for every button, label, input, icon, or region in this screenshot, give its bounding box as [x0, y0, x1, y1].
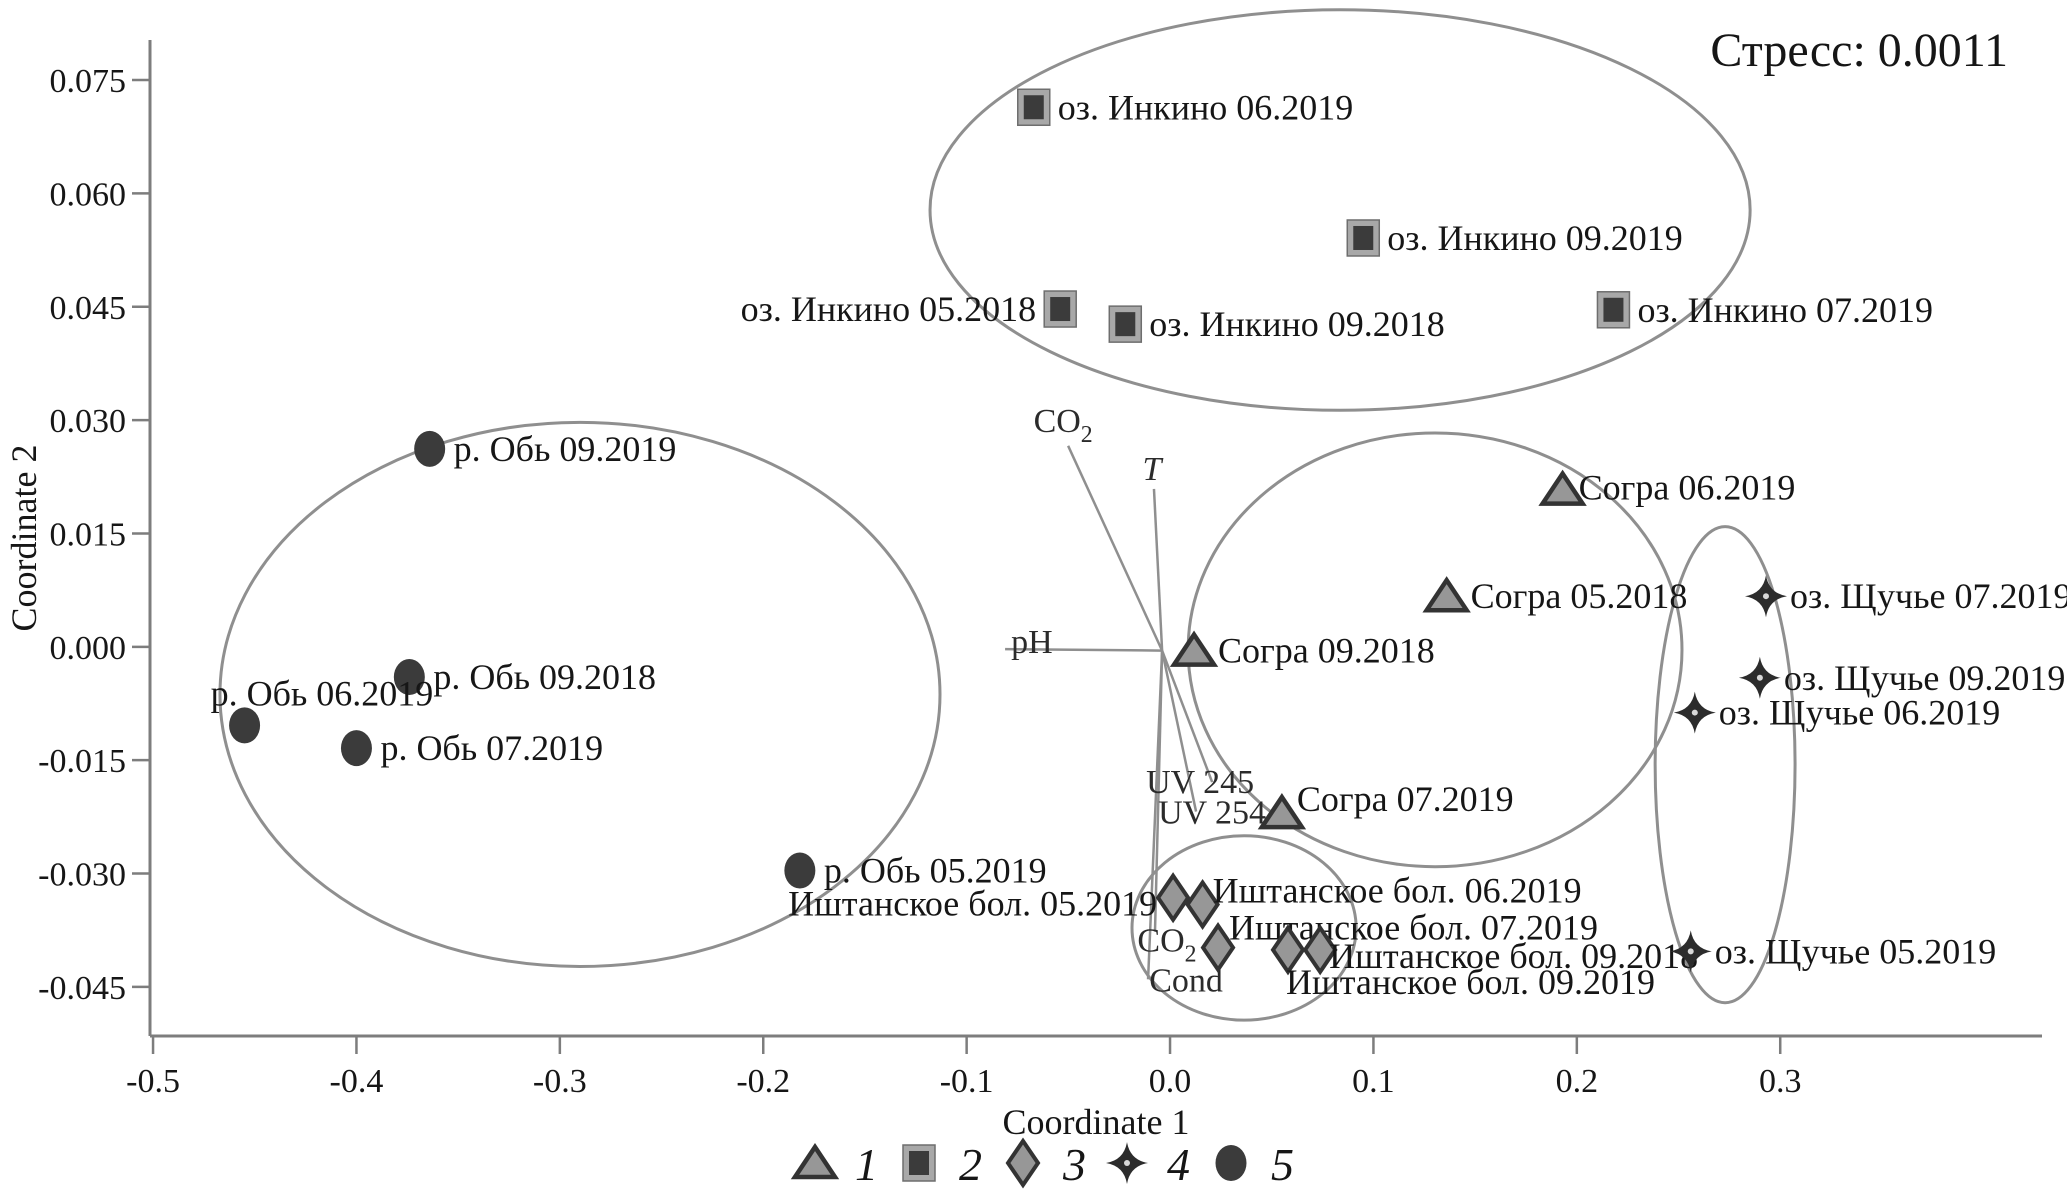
marker-circle	[414, 430, 446, 467]
point-label: Согра 05.2018	[1471, 576, 1688, 616]
vector-line	[1066, 445, 1164, 652]
marker-triangle	[1422, 576, 1471, 613]
vector-label: UV 245	[1146, 764, 1254, 801]
marker-square	[1108, 305, 1143, 343]
x-tick-label: -0.4	[330, 1063, 384, 1100]
point-label: Иштанское бол. 05.2019	[788, 884, 1157, 924]
vector-line	[1146, 650, 1164, 980]
marker-circle	[393, 659, 425, 696]
marker-circle	[229, 707, 261, 744]
y-axis-title: Coordinate 2	[4, 445, 44, 632]
legend-marker-circle	[1215, 1145, 1247, 1181]
point-label: оз. Инкино 05.2018	[741, 289, 1037, 329]
y-tick-label: 0.060	[50, 176, 127, 213]
point-label: оз. Щучье 07.2019	[1790, 576, 2067, 616]
marker-diamond	[1270, 924, 1306, 976]
marker-diamond	[1302, 924, 1338, 976]
vector-label: CO2	[1137, 923, 1196, 968]
vector-line	[1160, 650, 1214, 783]
vector-label: CO2	[1034, 403, 1093, 448]
vector-label: UV 254	[1158, 795, 1266, 832]
y-tick-label: -0.015	[38, 743, 126, 780]
x-tick-label: 0.0	[1149, 1063, 1192, 1100]
legend-marker-square	[902, 1144, 936, 1182]
group-ellipse	[1130, 834, 1358, 1022]
x-tick-label: -0.3	[533, 1063, 587, 1100]
legend-item-label: 2	[959, 1139, 982, 1190]
vector-line	[1152, 488, 1164, 651]
vector-line	[1005, 647, 1163, 652]
x-tick-label: 0.1	[1352, 1063, 1395, 1100]
point-label: р. Обь 06.2019	[211, 673, 434, 713]
x-tick-label: 0.2	[1556, 1063, 1599, 1100]
vector-line	[1160, 650, 1198, 812]
y-tick-label: 0.075	[50, 63, 127, 100]
point-label: р. Обь 09.2018	[433, 657, 656, 697]
x-tick-label: 0.3	[1759, 1063, 1802, 1100]
marker-diamond	[1185, 878, 1221, 931]
point-label: оз. Щучье 09.2019	[1784, 658, 2065, 698]
marker-square	[1596, 291, 1631, 329]
legend-marker-star	[1106, 1142, 1148, 1184]
y-tick-label: 0.045	[50, 290, 127, 327]
point-label: оз. Инкино 07.2019	[1637, 290, 1933, 330]
marker-square	[1043, 290, 1077, 328]
point-label: Иштанское бол. 06.2019	[1213, 871, 1582, 911]
marker-star	[1744, 575, 1787, 618]
x-tick-label: -0.5	[126, 1063, 180, 1100]
y-tick-label: 0.015	[50, 516, 127, 553]
vector-label: Cond	[1149, 962, 1223, 999]
x-tick-label: -0.1	[940, 1063, 994, 1100]
legend-item-label: 4	[1167, 1139, 1190, 1190]
point-label: Согра 07.2019	[1297, 779, 1514, 819]
point-label: р. Обь 09.2019	[454, 429, 677, 469]
marker-star	[1673, 691, 1716, 734]
group-ellipse	[218, 420, 942, 968]
point-label: оз. Инкино 09.2019	[1387, 218, 1683, 258]
marker-triangle	[1257, 793, 1307, 830]
point-label: Иштанское бол. 09.2019	[1286, 962, 1655, 1002]
group-ellipse	[928, 8, 1752, 412]
marker-star	[1738, 656, 1781, 699]
marker-circle	[340, 730, 372, 767]
point-label: Иштанское бол. 09.2018	[1329, 936, 1698, 976]
x-tick-label: -0.2	[736, 1063, 790, 1100]
group-ellipse	[1653, 525, 1797, 1005]
point-label: Согра 06.2019	[1579, 468, 1796, 508]
vector-label: pH	[1011, 624, 1053, 661]
y-tick-label: -0.045	[38, 970, 126, 1007]
marker-square	[1346, 219, 1381, 257]
y-tick-label: 0.000	[50, 630, 127, 667]
legend-item-label: 1	[855, 1139, 878, 1190]
marker-diamond	[1200, 922, 1236, 974]
legend-item-label: 3	[1062, 1139, 1086, 1190]
marker-star	[1669, 930, 1712, 973]
marker-diamond	[1155, 872, 1191, 924]
y-tick-label: -0.030	[38, 857, 126, 894]
x-axis-title: Coordinate 1	[1003, 1102, 1190, 1142]
point-label: р. Обь 05.2019	[824, 851, 1047, 891]
legend-marker-triangle	[790, 1142, 840, 1180]
vector-label: T	[1143, 451, 1164, 488]
legend-marker-diamond	[1005, 1137, 1041, 1189]
marker-triangle	[1538, 469, 1587, 506]
marker-circle	[784, 852, 816, 889]
y-tick-label: 0.030	[50, 403, 127, 440]
point-label: оз. Инкино 06.2019	[1058, 87, 1354, 127]
point-label: Согра 09.2018	[1218, 631, 1435, 671]
point-label: оз. Щучье 05.2019	[1715, 931, 1996, 971]
marker-square	[1017, 88, 1051, 127]
legend-item-label: 5	[1271, 1139, 1294, 1190]
point-label: оз. Инкино 09.2018	[1149, 304, 1445, 344]
point-label: оз. Щучье 06.2019	[1719, 693, 2000, 733]
marker-triangle	[1169, 630, 1219, 667]
point-label: р. Обь 07.2019	[380, 728, 603, 768]
stress-annotation: Стресс: 0.0011	[1710, 24, 2008, 77]
